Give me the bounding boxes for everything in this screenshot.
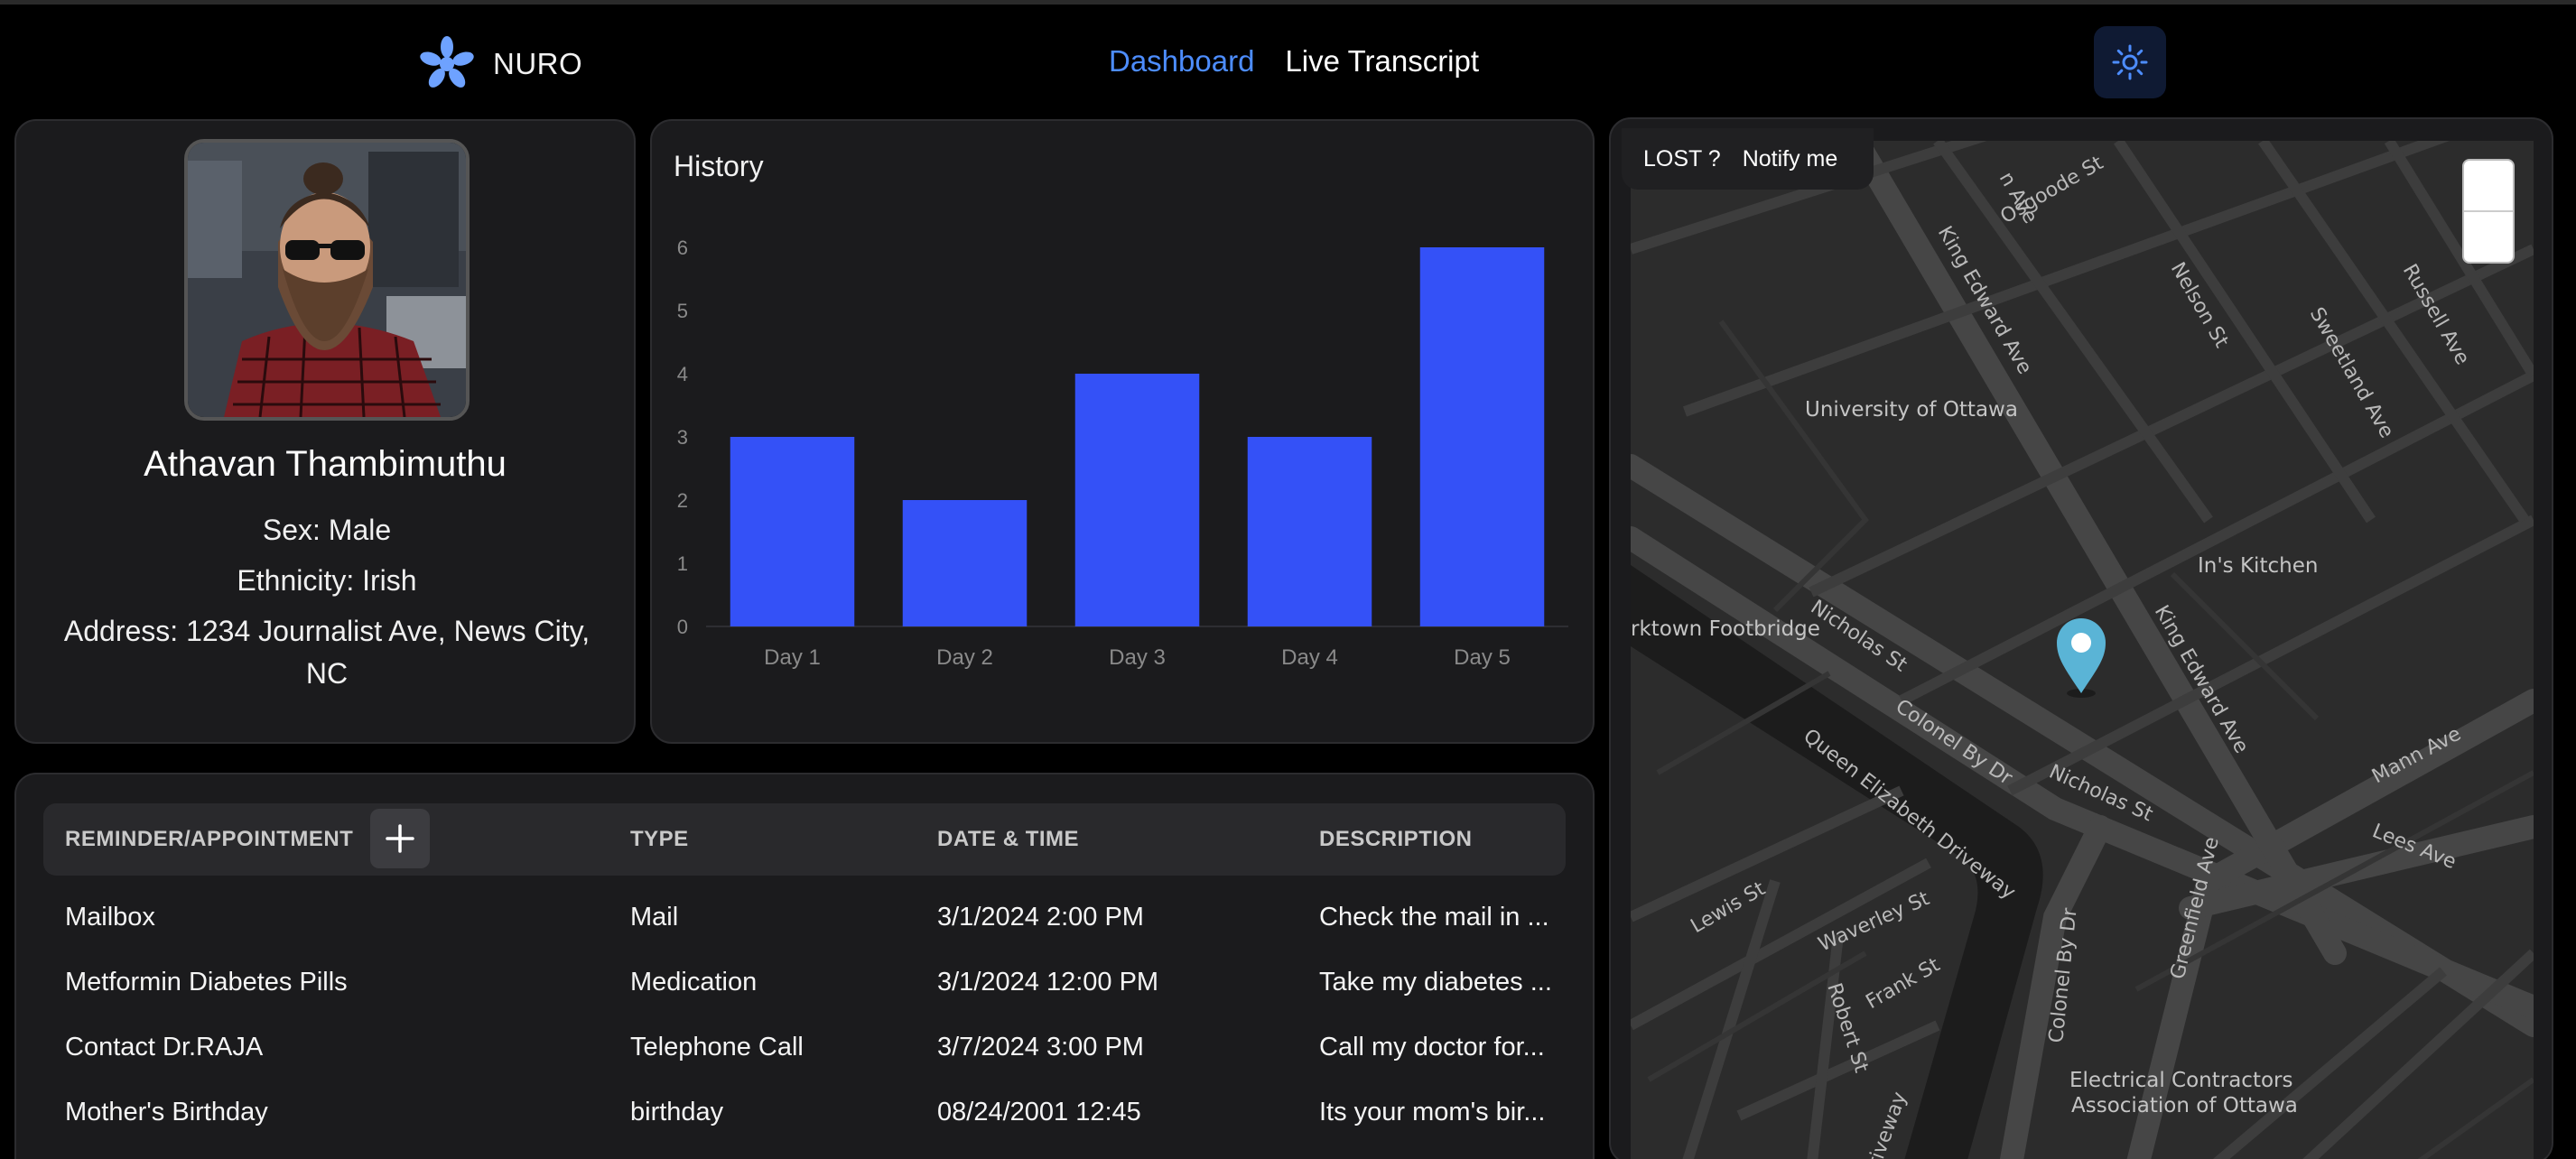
x-tick-label: Day 4 (1281, 645, 1338, 670)
map-view[interactable]: n Ave Osgoode St King Edward Ave Nelson … (1631, 141, 2534, 1159)
table-row[interactable]: Contact Dr.RAJA Telephone Call 3/7/2024 … (43, 1015, 1566, 1080)
add-reminder-button[interactable] (370, 809, 430, 868)
zoom-out-button[interactable] (2464, 212, 2513, 264)
bar-day-2[interactable] (902, 500, 1028, 626)
patient-address-line1: Address: 1234 Journalist Ave, News City, (63, 615, 591, 647)
patient-name: Athavan Thambimuthu (144, 444, 507, 484)
x-tick-label: Day 5 (1454, 645, 1511, 670)
cell-datetime: 3/1/2024 12:00 PM (937, 968, 1159, 997)
map-label-electrical-1: Electrical Contractors (2069, 1069, 2292, 1092)
x-tick-label: Day 3 (1109, 645, 1166, 670)
cell-type: Medication (630, 968, 758, 997)
y-tick-label: 6 (677, 236, 688, 259)
top-navbar: NURO Dashboard Live Transcript (0, 5, 2576, 116)
cell-description: Take my diabetes ... (1319, 968, 1552, 997)
y-tick-label: 3 (677, 426, 688, 449)
cell-type: birthday (630, 1098, 724, 1127)
table-header: REMINDER/APPOINTMENT TYPE DATE & TIME DE… (43, 803, 1566, 876)
patient-sex: Sex: Male (262, 514, 392, 546)
cell-name: Mother's Birthday (65, 1098, 268, 1127)
plus-icon (386, 824, 414, 853)
cell-datetime: 08/24/2001 12:45 (937, 1098, 1141, 1127)
column-header-reminder[interactable]: REMINDER/APPOINTMENT (65, 827, 354, 851)
cell-type: Telephone Call (630, 1033, 804, 1062)
map-card: LOST ? Notify me (1609, 117, 2553, 1159)
y-tick-label: 4 (677, 363, 688, 385)
brand-logo-icon (420, 36, 474, 88)
profile-card: Athavan Thambimuthu Sex: Male Ethnicity:… (14, 119, 636, 744)
x-tick-label: Day 1 (764, 645, 821, 670)
sun-icon (2112, 44, 2148, 80)
profile-photo (188, 143, 466, 417)
cell-description: Its your mom's bir... (1319, 1098, 1546, 1127)
lost-label: LOST ? (1643, 145, 1721, 172)
location-pin-icon[interactable] (2057, 618, 2106, 698)
bar-day-4[interactable] (1247, 437, 1372, 626)
map-canvas[interactable]: n Ave Osgoode St King Edward Ave Nelson … (1631, 141, 2534, 1159)
y-tick-label: 2 (677, 489, 688, 512)
table-row[interactable]: Metformin Diabetes Pills Medication 3/1/… (43, 950, 1566, 1015)
y-tick-label: 5 (677, 300, 688, 322)
notify-me-button[interactable]: Notify me (1742, 145, 1838, 172)
cell-datetime: 3/7/2024 3:00 PM (937, 1033, 1144, 1062)
patient-ethnicity: Ethnicity: Irish (237, 564, 417, 597)
column-header-type[interactable]: TYPE (630, 827, 689, 851)
theme-toggle-button[interactable] (2094, 26, 2166, 98)
cell-type: Mail (630, 903, 679, 932)
column-header-datetime[interactable]: DATE & TIME (937, 827, 1080, 851)
zoom-in-button[interactable] (2464, 161, 2513, 212)
map-label-footbridge: rktown Footbridge (1631, 617, 1820, 641)
cell-description: Check the mail in ... (1319, 903, 1549, 932)
x-tick-label: Day 2 (936, 645, 993, 670)
y-tick-label: 0 (677, 616, 688, 638)
window-top-border (0, 0, 2576, 5)
cell-name: Metformin Diabetes Pills (65, 968, 348, 997)
history-card: History 0 1 2 3 4 5 6 Day 1 Day 2 Day 3 Day 4 Day 5 (650, 119, 1595, 744)
bar-day-5[interactable] (1419, 247, 1545, 626)
cell-name: Mailbox (65, 903, 155, 932)
bar-day-1[interactable] (730, 437, 855, 626)
cell-datetime: 3/1/2024 2:00 PM (937, 903, 1144, 932)
map-label-kitchen: In's Kitchen (2198, 554, 2318, 578)
lost-notify-bar: LOST ? Notify me (1622, 128, 1874, 190)
cell-name: Contact Dr.RAJA (65, 1033, 264, 1062)
y-tick-label: 1 (677, 552, 688, 575)
cell-description: Call my doctor for... (1319, 1033, 1545, 1062)
patient-address-line2: NC (305, 657, 349, 690)
bar-day-3[interactable] (1074, 374, 1200, 626)
avatar (184, 139, 470, 421)
map-label-university: University of Ottawa (1805, 398, 2018, 422)
table-row[interactable]: Mailbox Mail 3/1/2024 2:00 PM Check the … (43, 885, 1566, 950)
nav-link-dashboard[interactable]: Dashboard (1109, 44, 1255, 78)
nav-link-live-transcript[interactable]: Live Transcript (1285, 44, 1480, 78)
nav-links: Dashboard Live Transcript (1109, 44, 1479, 79)
map-label-electrical-2: Association of Ottawa (2071, 1094, 2298, 1117)
brand[interactable]: NURO (419, 32, 582, 97)
table-row[interactable]: Mother's Birthday birthday 08/24/2001 12… (43, 1080, 1566, 1145)
history-bar-chart: 0 1 2 3 4 5 6 Day 1 Day 2 Day 3 Day 4 Day 5 (677, 236, 1568, 670)
map-zoom-control (2462, 159, 2515, 264)
column-header-description[interactable]: DESCRIPTION (1319, 827, 1473, 851)
brand-name: NURO (493, 47, 583, 80)
reminders-table-card: REMINDER/APPOINTMENT TYPE DATE & TIME DE… (14, 773, 1595, 1159)
history-title: History (674, 150, 764, 182)
